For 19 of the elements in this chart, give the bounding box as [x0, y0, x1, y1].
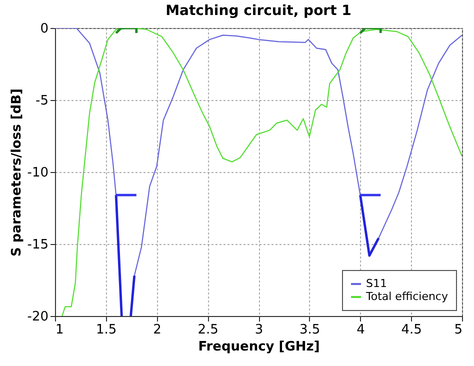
x-tick-label: 2: [153, 322, 162, 338]
x-tick-label: 5: [454, 322, 462, 338]
x-tick-label: 3.5: [300, 322, 320, 338]
legend-label: Total efficiency: [365, 290, 448, 303]
y-tick-label: -5: [36, 94, 48, 108]
y-tick-label: -10: [27, 166, 48, 180]
x-axis-title: Frequency [GHz]: [198, 340, 320, 354]
x-tick-label: 3: [254, 322, 264, 338]
x-tick-label: 2.5: [198, 322, 218, 338]
x-tick-label: 4.5: [401, 322, 422, 338]
x-tick-label: 1.5: [96, 322, 117, 338]
y-tick-label: -20: [27, 310, 48, 324]
x-tick-label: 1: [56, 322, 64, 338]
legend-label: S11: [366, 277, 387, 290]
x-tick-label: 4: [356, 322, 365, 338]
chart-title: Matching circuit, port 1: [166, 3, 352, 19]
y-tick-label: 0: [40, 22, 48, 36]
y-axis-title: S parameters/loss [dB]: [9, 88, 24, 256]
y-tick-label: -15: [27, 238, 48, 252]
